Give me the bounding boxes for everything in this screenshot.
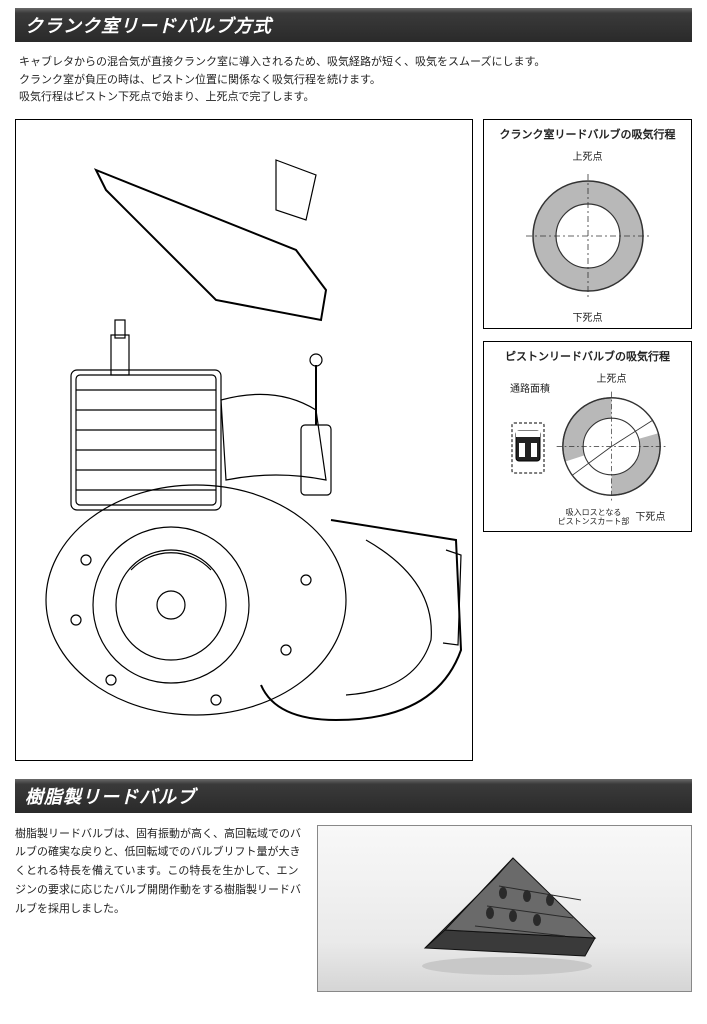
diagram2-left-label: 通路面積 [506,380,550,395]
diagram1-top-label: 上死点 [488,148,687,163]
diagram2-title: ピストンリードバルブの吸気行程 [488,348,687,364]
section2-body: 樹脂製リードバルブは、固有振動が高く、高回転域でのバルブの確実な戻りと、低回転域… [15,825,305,992]
section1-p3: 吸気行程はピストン下死点で始まり、上死点で完了します。 [19,89,688,107]
diagram2-bottom-label: 下死点 [635,508,665,523]
reed-valve-svg [395,838,615,978]
diagram1-circle [523,171,653,301]
section1-body: キャブレタからの混合気が直接クランク室に導入されるため、吸気経路が短く、吸気をス… [19,54,688,107]
section2-title-bar: 樹脂製リードバルブ [15,779,692,813]
section2-title: 樹脂製リードバルブ [25,787,196,807]
diagram1-bottom-label: 下死点 [488,309,687,324]
engine-cutaway-figure [15,119,473,761]
diagram2-circle [554,389,669,504]
intake-diagram-1: クランク室リードバルブの吸気行程 上死点 下死点 [483,119,692,329]
section1-p2: クランク室が負圧の時は、ピストン位置に関係なく吸気行程を続けます。 [19,72,688,90]
diagram1-title: クランク室リードバルブの吸気行程 [488,126,687,142]
diagram2-note: 吸入ロスとなる ピストンスカート部 [558,508,630,527]
reed-valve-photo [317,825,692,992]
section1-p1: キャブレタからの混合気が直接クランク室に導入されるため、吸気経路が短く、吸気をス… [19,54,688,72]
piston-icon [506,413,550,503]
intake-diagram-2: ピストンリードバルブの吸気行程 通路面積 上死点 [483,341,692,532]
diagram2-top-label: 上死点 [554,370,669,385]
engine-drawing-svg [16,120,472,760]
section1-title: クランク室リードバルブ方式 [25,16,272,36]
section1-title-bar: クランク室リードバルブ方式 [15,8,692,42]
